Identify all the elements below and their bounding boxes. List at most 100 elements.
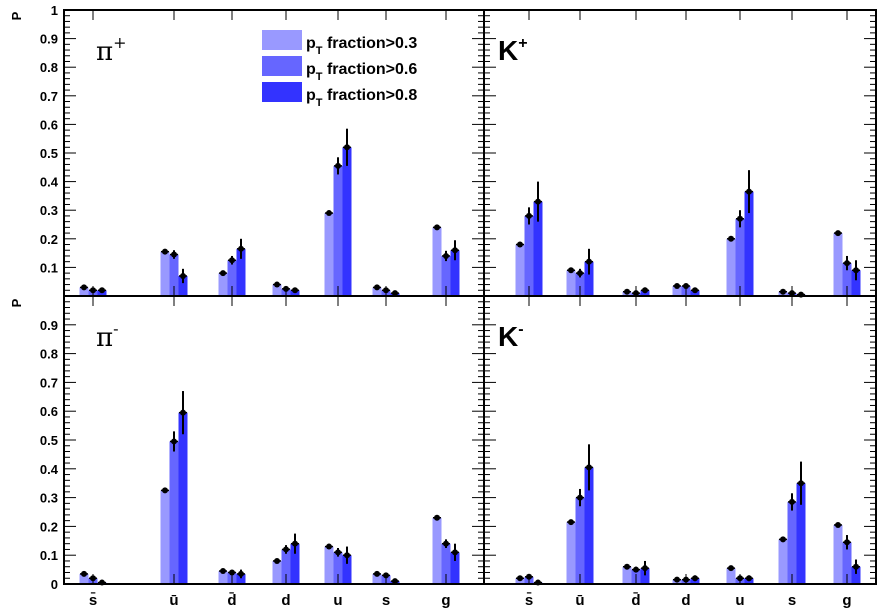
y-tick-label: 0.6 — [40, 404, 58, 419]
data-point — [326, 210, 332, 217]
data-point — [171, 438, 177, 445]
data-point — [452, 247, 458, 254]
y-tick-label: 0.2 — [40, 519, 58, 534]
data-point — [335, 549, 341, 556]
bar-2-s̄ — [524, 215, 534, 296]
data-point — [746, 575, 752, 582]
bar-1-ū — [160, 490, 170, 584]
bar-2-g — [842, 263, 852, 296]
data-point — [577, 494, 583, 501]
category-label-right-4: d — [681, 592, 690, 609]
y-tick-label: 0.9 — [40, 32, 58, 47]
bar-3-u — [342, 555, 352, 584]
bar-1-g — [833, 524, 843, 584]
y-tick-label: 0.4 — [40, 175, 59, 190]
panel-frame — [63, 9, 485, 297]
data-point — [835, 230, 841, 237]
data-point — [283, 546, 289, 553]
bar-2-g — [441, 255, 451, 296]
legend: pT fraction>0.3 pT fraction>0.6 pT fractio… — [262, 30, 417, 109]
y-tick-label: 0.8 — [40, 347, 58, 362]
bar-1-d — [272, 560, 282, 584]
legend-swatch-1 — [262, 30, 302, 50]
data-point — [434, 224, 440, 231]
bar-3-g — [450, 552, 460, 584]
data-point — [81, 284, 87, 291]
data-point — [844, 260, 850, 267]
data-point — [180, 272, 186, 279]
data-point — [517, 241, 523, 248]
data-point — [624, 563, 630, 570]
data-point — [229, 257, 235, 264]
data-point — [238, 570, 244, 577]
data-point — [81, 570, 87, 577]
bar-3-d̄ — [236, 248, 246, 296]
bar-3-ū — [584, 467, 594, 584]
bar-1-u — [324, 546, 334, 584]
data-point — [692, 287, 698, 294]
y-axis-label-bottom: P — [9, 298, 24, 307]
bar-1-u — [726, 238, 736, 296]
bar-3-ū — [584, 261, 594, 296]
data-point — [292, 287, 298, 294]
y-tick-label: 0.5 — [40, 146, 58, 161]
bar-1-g — [833, 233, 843, 296]
data-point — [326, 543, 332, 550]
panels: 0.10.20.30.40.50.60.70.80.91π+ K+0.10.20.… — [40, 3, 877, 592]
data-point — [577, 270, 583, 277]
category-label-left-4: d — [281, 592, 290, 609]
bar-2-d̄ — [227, 260, 237, 296]
y-tick-label: 0.4 — [40, 462, 59, 477]
data-point — [633, 566, 639, 573]
data-point — [789, 498, 795, 505]
category-label-left-7: g — [441, 592, 450, 609]
data-point — [99, 287, 105, 294]
panel-frame — [483, 295, 877, 585]
bar-3-d̄ — [236, 573, 246, 584]
y-tick-label: 0.3 — [40, 203, 58, 218]
data-point — [692, 575, 698, 582]
data-point — [274, 281, 280, 288]
data-point — [780, 536, 786, 543]
bar-1-d̄ — [218, 571, 228, 584]
data-point — [798, 480, 804, 487]
y-tick-label: 0.7 — [40, 375, 58, 390]
category-label-right-7: g — [842, 592, 851, 609]
bar-1-u — [324, 213, 334, 296]
panel-4: K- — [483, 295, 877, 586]
y-axis-labels: P P — [9, 11, 24, 307]
category-label-right-2: ū — [575, 592, 584, 609]
y-tick-label: 0.6 — [40, 117, 58, 132]
bar-1-d̄ — [218, 273, 228, 296]
data-point — [624, 288, 630, 295]
category-label-left-3: d̄ — [227, 591, 236, 609]
bar-1-s — [372, 287, 382, 296]
data-point — [392, 290, 398, 297]
category-label-left-5: u — [333, 592, 342, 609]
category-label-left-6: s — [382, 592, 390, 609]
bar-3-s̄ — [533, 201, 543, 296]
bar-3-d̄ — [640, 568, 650, 584]
legend-swatch-3 — [262, 82, 302, 102]
bar-2-ū — [575, 273, 585, 296]
y-tick-label: 1 — [51, 3, 58, 18]
bar-1-ū — [566, 522, 576, 584]
data-point — [642, 565, 648, 572]
bar-3-ū — [178, 412, 188, 584]
data-point — [162, 487, 168, 494]
y-tick-label: 0.2 — [40, 232, 58, 247]
category-label-right-6: s — [788, 592, 796, 609]
panel-title: π+ — [96, 33, 127, 67]
bar-3-s — [796, 483, 806, 584]
data-point — [517, 575, 523, 582]
data-point — [434, 514, 440, 521]
y-tick-label: 0.9 — [40, 318, 58, 333]
data-point — [568, 267, 574, 274]
data-point — [746, 188, 752, 195]
bar-1-g — [432, 517, 442, 584]
data-point — [737, 215, 743, 222]
bar-1-d̄ — [622, 566, 632, 584]
data-point — [229, 569, 235, 576]
y-tick-label: 0 — [51, 577, 58, 592]
data-point — [853, 267, 859, 274]
